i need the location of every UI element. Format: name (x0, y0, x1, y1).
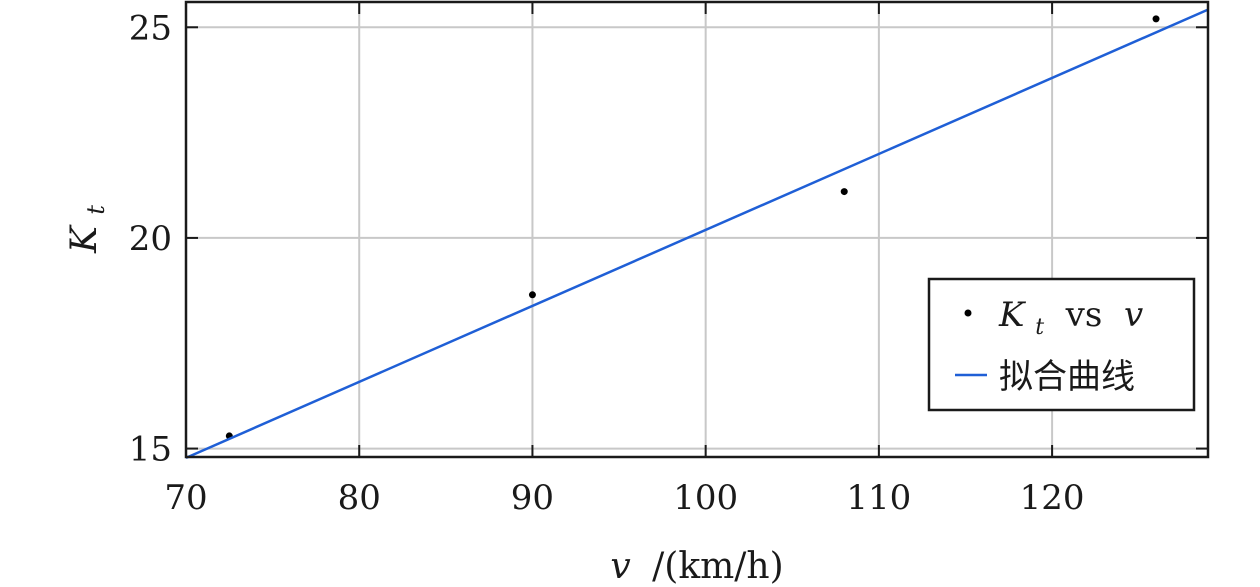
series-layer (185, 8, 1209, 459)
x-tick-label: 120 (1020, 478, 1085, 518)
legend-label-line: 拟合曲线 (999, 357, 1135, 397)
x-axis-variable: v (610, 546, 630, 587)
legend-marker-scatter (964, 309, 972, 317)
x-tick-label: 90 (511, 478, 554, 518)
legend: K t vs v 拟合曲线 (927, 277, 1196, 412)
legend-label-scatter: K t vs v (998, 295, 1143, 343)
x-tick-label: 100 (673, 478, 738, 518)
legend-scatter-var: K (998, 295, 1027, 335)
legend-box (927, 277, 1196, 412)
data-point (1152, 15, 1160, 23)
x-axis-unit: /(km/h) (652, 546, 783, 587)
x-tick-label: 70 (164, 478, 207, 518)
x-axis-label: v /(km/h) (610, 546, 783, 587)
tick-labels: 70 80 90 100 110 120 15 20 25 (129, 8, 1085, 518)
legend-scatter-x-var: v (1124, 295, 1143, 335)
y-axis-variable: K (64, 224, 105, 254)
y-axis-subscript: t (82, 205, 110, 215)
y-tick-label: 25 (129, 8, 172, 48)
legend-scatter-vs: vs (1055, 295, 1113, 335)
ticks (185, 2, 1208, 457)
y-tick-label: 20 (129, 219, 172, 259)
grid (185, 2, 1208, 457)
y-tick-label: 15 (129, 430, 172, 470)
data-point (528, 291, 536, 299)
data-point (840, 188, 848, 196)
legend-scatter-subscript: t (1035, 315, 1044, 340)
x-tick-label: 110 (846, 478, 911, 518)
x-tick-label: 80 (338, 478, 381, 518)
fit-line (185, 8, 1209, 459)
y-axis-label: K t (64, 205, 110, 254)
plot-frame (184, 0, 1210, 459)
